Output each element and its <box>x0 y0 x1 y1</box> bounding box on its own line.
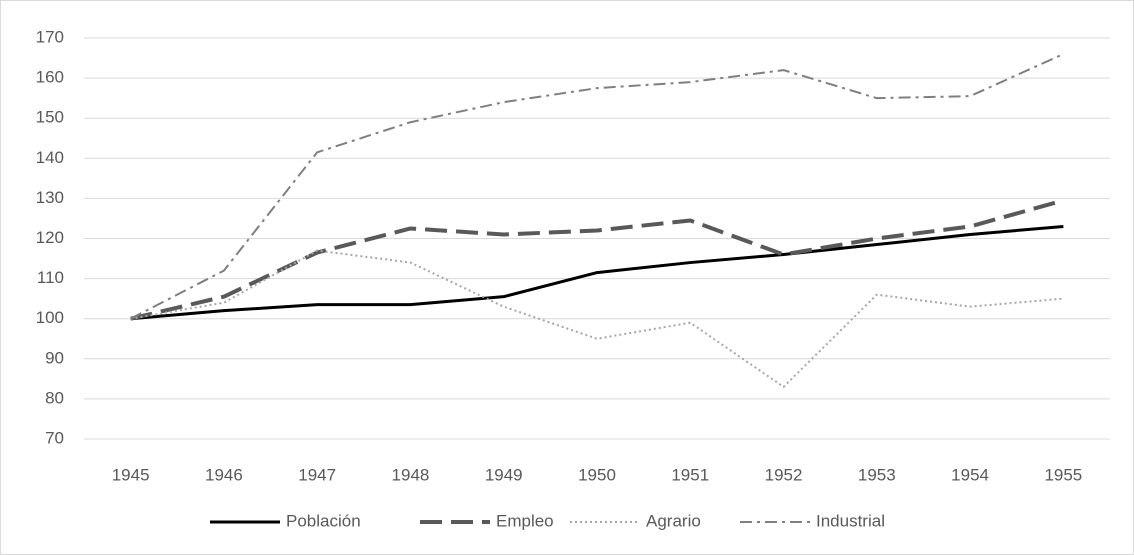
legend-label: Empleo <box>496 511 554 530</box>
x-tick-label: 1946 <box>205 465 243 484</box>
x-tick-label: 1954 <box>951 465 989 484</box>
y-tick-label: 140 <box>36 148 64 167</box>
x-tick-label: 1947 <box>298 465 336 484</box>
x-tick-label: 1953 <box>858 465 896 484</box>
x-tick-label: 1945 <box>112 465 150 484</box>
legend-label: Agrario <box>646 511 701 530</box>
x-tick-label: 1951 <box>671 465 709 484</box>
y-tick-label: 150 <box>36 108 64 127</box>
y-tick-label: 160 <box>36 68 64 87</box>
y-tick-label: 170 <box>36 27 64 46</box>
x-tick-label: 1949 <box>485 465 523 484</box>
legend-label: Industrial <box>816 511 885 530</box>
y-tick-label: 130 <box>36 188 64 207</box>
legend-label: Población <box>286 511 361 530</box>
series-line <box>130 224 1064 321</box>
y-tick-label: 100 <box>36 308 64 327</box>
series-line <box>130 53 1064 320</box>
series-line <box>130 249 1064 388</box>
y-tick-label: 80 <box>45 388 64 407</box>
x-tick-label: 1952 <box>765 465 803 484</box>
y-tick-label: 110 <box>37 268 64 287</box>
x-tick-label: 1950 <box>578 465 616 484</box>
x-tick-label: 1948 <box>392 465 430 484</box>
y-tick-label: 70 <box>45 428 64 447</box>
x-tick-label: 1955 <box>1044 465 1082 484</box>
y-tick-label: 120 <box>36 228 64 247</box>
y-tick-label: 90 <box>45 348 64 367</box>
